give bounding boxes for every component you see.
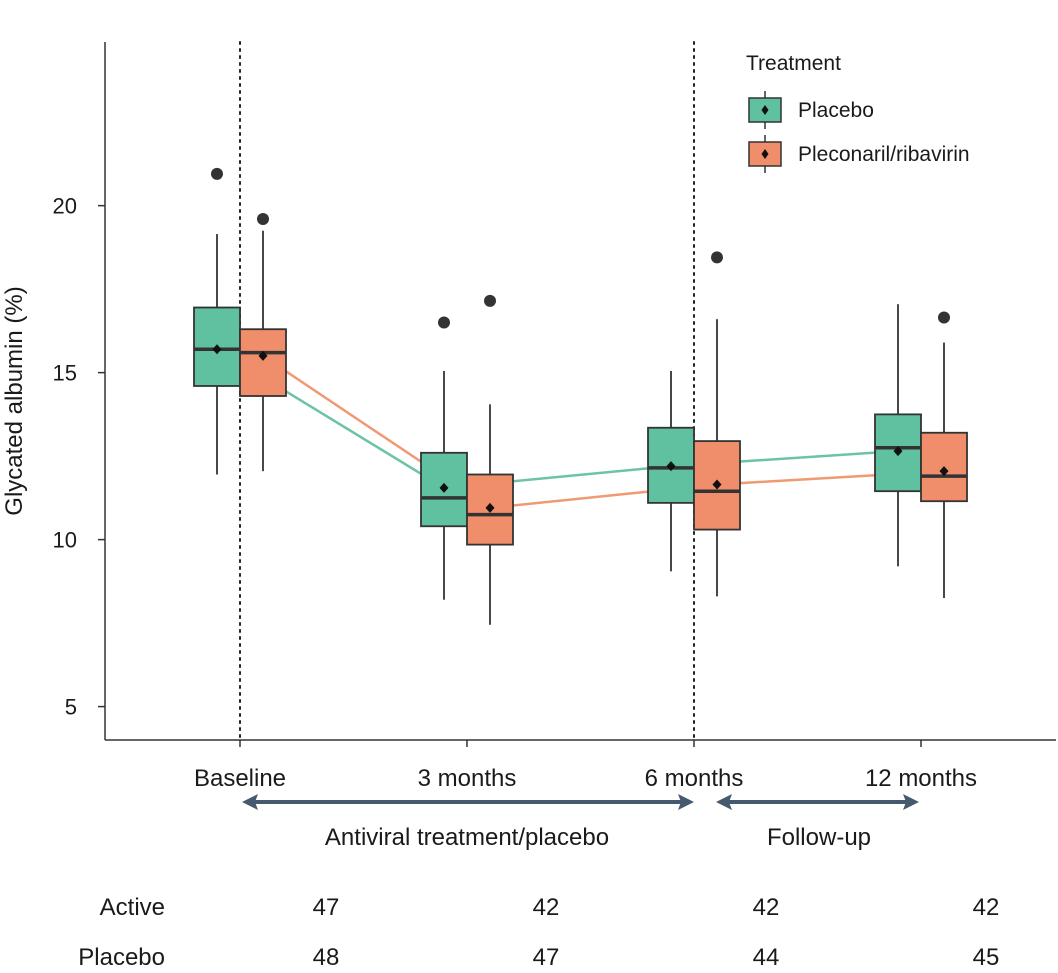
outlier-point	[257, 213, 269, 226]
mean-marker	[666, 461, 676, 472]
box-iqr	[239, 328, 287, 397]
x-tick-label: 6 months	[645, 765, 744, 792]
row-value: 42	[973, 894, 1000, 921]
table-row-placebo: Placebo 48 47 44 45	[78, 944, 999, 971]
box-active-1	[466, 294, 514, 625]
y-axis-title: Glycated albumin (%)	[1, 286, 28, 515]
outlier-point	[938, 311, 950, 324]
mean-marker	[212, 344, 222, 355]
phase-arrow-treatment: Antiviral treatment/placebo	[242, 794, 694, 851]
mean-marker	[939, 466, 949, 477]
outlier-point	[211, 167, 223, 180]
arrow-head-left	[716, 794, 732, 810]
mean-marker	[258, 350, 268, 361]
box-placebo-0	[193, 167, 241, 475]
row-value: 47	[533, 944, 560, 971]
box-placebo-3	[874, 304, 922, 567]
box-placebo-1	[420, 316, 468, 600]
legend-key-mean	[761, 105, 769, 115]
phase-divider-layer	[239, 41, 695, 741]
row-value: 44	[753, 944, 780, 971]
arrow-head-left	[242, 794, 258, 810]
legend: Treatment Placebo Pleconaril/ribavirin	[746, 52, 970, 173]
phase-label: Antiviral treatment/placebo	[325, 824, 609, 851]
sample-size-table: Active 47 42 42 42 Placebo 48 47 44 45	[78, 894, 999, 971]
box-active-2	[693, 251, 741, 597]
x-tick-label: 3 months	[418, 765, 517, 792]
outlier-point	[711, 251, 723, 264]
x-tick-label: 12 months	[865, 765, 977, 792]
row-value: 45	[973, 944, 1000, 971]
phase-label: Follow-up	[767, 824, 871, 851]
phase-arrow-follow-up: Follow-up	[716, 794, 919, 851]
phase-annotations: Antiviral treatment/placebo Follow-up	[242, 794, 919, 851]
legend-key-mean	[761, 149, 769, 159]
x-tick-label: Baseline	[194, 765, 286, 792]
mean-marker	[712, 479, 722, 490]
legend-label: Placebo	[798, 99, 874, 122]
box-active-0	[239, 213, 287, 472]
legend-item-active: Pleconaril/ribavirin	[748, 135, 970, 173]
row-value: 47	[313, 894, 340, 921]
y-tick-label: 15	[53, 361, 77, 386]
y-tick-label: 20	[53, 194, 77, 219]
mean-trend-lines	[216, 348, 945, 510]
row-value: 48	[313, 944, 340, 971]
box-layer	[193, 167, 968, 625]
row-value: 42	[533, 894, 560, 921]
mean-marker	[439, 482, 449, 493]
mean-marker	[893, 446, 903, 457]
outlier-point	[438, 316, 450, 329]
legend-item-placebo: Placebo	[748, 91, 874, 129]
outlier-point	[484, 294, 496, 307]
arrow-head-right	[678, 794, 694, 810]
arrow-head-right	[903, 794, 919, 810]
box-placebo-2	[647, 370, 695, 572]
mean-marker	[485, 502, 495, 513]
legend-label: Pleconaril/ribavirin	[798, 143, 970, 166]
box-active-3	[920, 311, 968, 599]
row-value: 42	[753, 894, 780, 921]
row-label: Placebo	[78, 944, 165, 971]
row-label: Active	[100, 894, 165, 921]
legend-title: Treatment	[746, 52, 841, 75]
table-row-active: Active 47 42 42 42	[100, 894, 1000, 921]
mean-line-active	[262, 354, 945, 510]
box-iqr	[874, 413, 922, 493]
axes: 5 10 15 20 Baseline 3 months 6 months 12 months…	[1, 42, 1056, 792]
mean-line-placebo	[216, 348, 899, 490]
y-tick-label: 5	[65, 695, 77, 720]
y-tick-label: 10	[53, 528, 77, 553]
